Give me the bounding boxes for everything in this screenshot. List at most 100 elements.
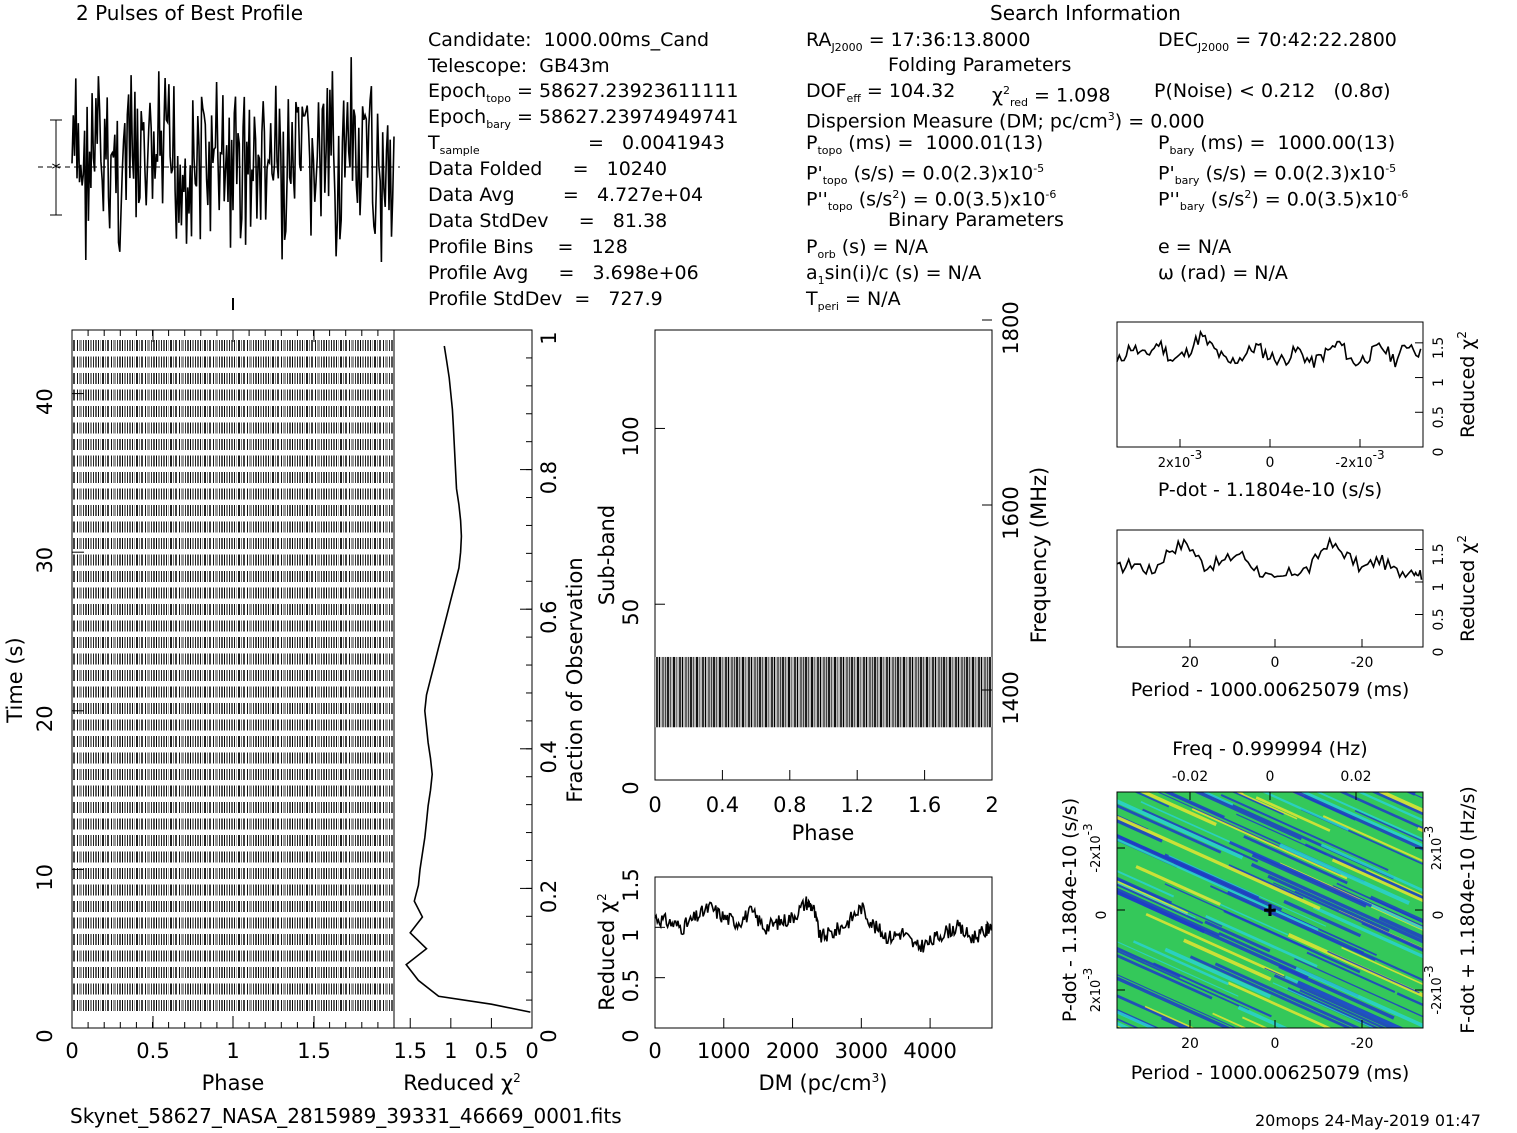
pd-xtick-0-main: 2x10 bbox=[1158, 456, 1191, 471]
pp-xtick-1: 0 bbox=[1271, 1036, 1280, 1052]
tp-row-29 bbox=[72, 818, 394, 830]
ra-label: RA bbox=[806, 29, 832, 51]
pd-ylabel-sup: 2 bbox=[1455, 331, 1469, 339]
pp-streak-93 bbox=[1117, 881, 1196, 919]
tsample-value: = 0.0041943 bbox=[588, 132, 725, 154]
pp-streak-101 bbox=[1028, 1039, 1139, 1089]
tc-xtick-2: 0.5 bbox=[475, 1039, 508, 1063]
epoch-topo-line: Epochtopo = 58627.23923611111 bbox=[428, 80, 738, 110]
pdot-bary-label: P' bbox=[1158, 162, 1175, 185]
pp-streak-26 bbox=[1227, 890, 1365, 955]
pp-ytick-0-sup: -3 bbox=[1081, 823, 1095, 835]
pp-streak-92 bbox=[1117, 946, 1181, 978]
tp-ytick-3: 30 bbox=[33, 547, 57, 574]
pp-rtick-0: 2x10-3 bbox=[1422, 826, 1445, 870]
pdot-bary-line: P'bary (s/s) = 0.0(2.3)x10-5 bbox=[1158, 158, 1396, 192]
tc-xtick-1: 1 bbox=[444, 1039, 457, 1063]
pd-ytick-1: 0.5 bbox=[1431, 406, 1447, 428]
dm-xlabel-sup: 3 bbox=[872, 1071, 880, 1085]
dm-ylabel: Reduced χ2 bbox=[595, 893, 619, 1010]
porb-label: P bbox=[806, 236, 818, 258]
tc-xlabel-main: Reduced χ bbox=[403, 1071, 513, 1095]
pddot-topo-exp: -6 bbox=[1045, 188, 1057, 201]
tp-row-31 bbox=[72, 851, 394, 863]
ptopo-sub: topo bbox=[817, 143, 843, 157]
asini-label: a bbox=[806, 262, 818, 284]
tp-row-10 bbox=[72, 505, 394, 516]
pp-streak-149 bbox=[1272, 982, 1375, 1028]
pddot-topo-line: P''topo (s/s2) = 0.0(3.5)x10-6 bbox=[806, 184, 1056, 218]
tp-row-37 bbox=[72, 950, 394, 962]
pdot-bary-sub: bary bbox=[1174, 174, 1200, 188]
epoch-bary-label: Epoch bbox=[428, 106, 487, 128]
pp-streak-25 bbox=[1243, 835, 1348, 885]
tp-xtick-0: 0 bbox=[65, 1039, 78, 1063]
pddot-bary-text-b: ) = 0.0(3.5)x10 bbox=[1251, 188, 1398, 211]
sb-rtick-2: 1800 bbox=[999, 301, 1023, 354]
dec-sub: J2000 bbox=[1197, 40, 1230, 54]
pc-ytick-0: 0 bbox=[1431, 648, 1447, 657]
dof-value: = 104.32 bbox=[860, 80, 956, 102]
tp-row-30 bbox=[72, 835, 394, 846]
pdot-topo-exp: -5 bbox=[1033, 162, 1045, 175]
pp-streak-49 bbox=[1117, 950, 1250, 1012]
pp-streak-113 bbox=[1139, 792, 1217, 827]
tsample-label: T bbox=[428, 132, 440, 154]
pp-streak-11 bbox=[1273, 974, 1395, 1028]
subband-phase-plot: 0 0.4 0.8 1.2 1.6 2 Phase 0 50 100 Sub-band 1400 160… bbox=[595, 301, 1051, 845]
pp-streak-38 bbox=[1313, 905, 1423, 959]
pp-streak-14 bbox=[1117, 869, 1175, 898]
pp-streak-126 bbox=[1250, 862, 1423, 944]
tp-row-21 bbox=[72, 686, 394, 698]
pp-streak-71 bbox=[1228, 864, 1304, 900]
sb-band bbox=[655, 656, 992, 728]
pc-ylabel-sup: 2 bbox=[1455, 535, 1469, 543]
tsample-sub: sample bbox=[439, 143, 480, 157]
pp-streak-35 bbox=[1267, 874, 1390, 933]
pp-txtick-1: 0 bbox=[1266, 769, 1275, 785]
pp-streak-133 bbox=[1251, 853, 1367, 908]
porb-sub: orb bbox=[817, 247, 836, 261]
period-chi2-plot: 0 0.5 1 1.5 Reduced χ2 20 0 -20 Period - 1000.00… bbox=[1116, 529, 1479, 701]
sb-ytick-1: 50 bbox=[619, 599, 643, 626]
pdot-bary-value: (s/s) = 0.0(2.3)x10 bbox=[1199, 162, 1386, 185]
pp-streak-83 bbox=[1209, 885, 1376, 961]
pp-rtick-0-main: 2x10 bbox=[1430, 838, 1445, 871]
pddot-topo-sub: topo bbox=[827, 200, 853, 214]
tp-row-27 bbox=[72, 785, 394, 797]
asini-line: a1sin(i)/c (s) = N/A bbox=[806, 262, 981, 292]
tp-xtick-2: 1 bbox=[226, 1039, 239, 1063]
profile-line bbox=[71, 57, 395, 263]
tperi-sub: peri bbox=[817, 299, 839, 313]
ra-sub: J2000 bbox=[831, 40, 863, 54]
dm-ytick-0: 0 bbox=[619, 1029, 643, 1042]
pd-xtick-0: 2x10-3 bbox=[1158, 448, 1202, 471]
pp-streak-9 bbox=[1306, 951, 1396, 994]
pddot-bary-exp: -6 bbox=[1397, 188, 1409, 201]
pp-streak-67 bbox=[1117, 976, 1232, 1028]
dm-frame bbox=[654, 876, 993, 1029]
dm-xtick-1: 1000 bbox=[697, 1039, 750, 1063]
pp-ytick-2-main: 2x10 bbox=[1089, 980, 1104, 1013]
ptopo-value: (ms) = 1000.01(13) bbox=[842, 132, 1044, 154]
pd-xtick-2: -2x10-3 bbox=[1335, 448, 1384, 471]
pp-streak-28 bbox=[1371, 792, 1423, 816]
epoch-bary-line: Epochbary = 58627.23974949741 bbox=[428, 106, 738, 136]
dm-xtick-3: 3000 bbox=[835, 1039, 888, 1063]
dm-xlabel: DM (pc/cm3) bbox=[759, 1071, 888, 1095]
chi2-sup: 2 bbox=[1002, 84, 1010, 97]
tp-row-15 bbox=[72, 587, 394, 599]
tc-xtick-0: 1.5 bbox=[394, 1039, 427, 1063]
tc-rtick-0: 0 bbox=[537, 1029, 561, 1042]
pp-streak-138 bbox=[1117, 815, 1321, 911]
pc-ylabel: Reduced χ2 bbox=[1455, 535, 1479, 642]
telescope-line: Telescope: GB43m bbox=[428, 55, 610, 77]
pp-streak-21 bbox=[1145, 912, 1285, 978]
pp-streak-111 bbox=[1117, 818, 1163, 843]
sb-xtick-3: 1.2 bbox=[840, 793, 873, 817]
sb-ylabel: Sub-band bbox=[595, 505, 619, 605]
sb-ytick-0: 0 bbox=[619, 781, 643, 794]
sb-band-group bbox=[655, 656, 992, 728]
dm-line: Dispersion Measure (DM; pc/cm3) = 0.000 bbox=[806, 106, 1205, 132]
